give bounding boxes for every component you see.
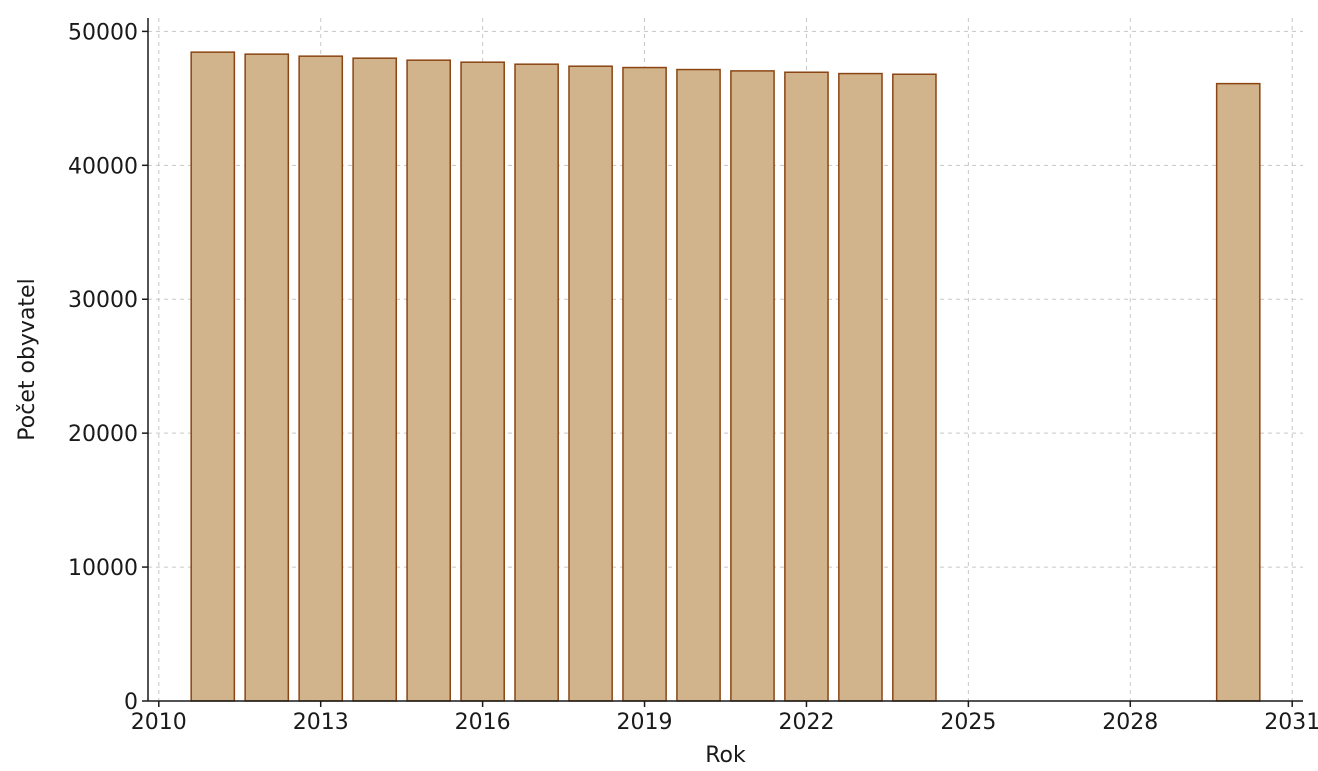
x-tick-label: 2031 xyxy=(1264,710,1318,735)
x-tick-label: 2028 xyxy=(1102,710,1158,735)
bar xyxy=(676,68,721,702)
x-tick-label: 2010 xyxy=(131,710,187,735)
x-tick-label: 2022 xyxy=(778,710,834,735)
bar xyxy=(838,72,883,702)
bars xyxy=(190,51,1261,702)
y-axis-label: Počet obyvatel xyxy=(15,278,40,440)
x-tick-label: 2025 xyxy=(940,710,996,735)
bar xyxy=(460,61,505,702)
bar xyxy=(514,63,559,702)
y-tick-label: 20000 xyxy=(68,422,138,447)
bar xyxy=(730,70,775,702)
bar xyxy=(406,59,451,702)
x-tick-label: 2019 xyxy=(617,710,673,735)
x-ticks: 2010 2013 2016 2019 2022 2025 2028 2031 xyxy=(131,701,1318,735)
y-ticks: 0 10000 20000 30000 40000 50000 xyxy=(68,20,148,715)
y-tick-label: 10000 xyxy=(68,556,138,581)
bar xyxy=(244,53,290,702)
bar xyxy=(568,65,613,702)
y-tick-label: 40000 xyxy=(68,154,138,179)
x-axis-label: Rok xyxy=(705,743,746,768)
bar xyxy=(892,73,937,702)
y-tick-label: 30000 xyxy=(68,288,138,313)
y-tick-label: 50000 xyxy=(68,20,138,45)
bar xyxy=(298,55,344,702)
bar xyxy=(622,66,667,702)
x-tick-label: 2016 xyxy=(455,710,511,735)
y-tick-label: 0 xyxy=(124,690,138,715)
bar xyxy=(352,57,398,702)
axes xyxy=(147,18,1303,702)
bar xyxy=(190,51,236,702)
x-tick-label: 2013 xyxy=(293,710,349,735)
bar xyxy=(784,71,829,702)
bar xyxy=(1215,82,1261,702)
